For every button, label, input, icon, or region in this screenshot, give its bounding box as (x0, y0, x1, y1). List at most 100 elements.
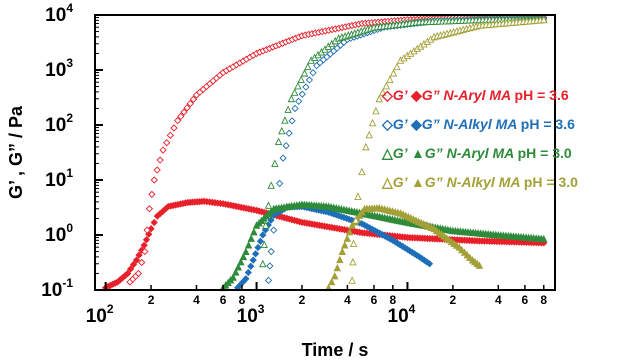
g-prime-point (309, 69, 317, 77)
g-prime-point (177, 112, 185, 121)
g-prime-point (259, 259, 267, 268)
g-prime-point (389, 69, 398, 77)
legend-item: ◇G’ ◆G” N-Alkyl MA pH = 3.6 (381, 116, 575, 132)
g-prime-point (270, 226, 278, 234)
series-layer (102, 13, 548, 292)
g-prime-point (386, 75, 394, 83)
g-prime-point (540, 15, 548, 24)
g-double-prime-point (231, 268, 240, 276)
g-prime-point (282, 142, 290, 150)
g-double-prime-point (250, 227, 258, 236)
g-double-prime-point (142, 236, 151, 244)
legend-item: ◇G’ ◆G” N-Aryl MA pH = 3.6 (381, 87, 569, 103)
x-minor-tick-label: 6 (522, 293, 529, 307)
g-prime-point (379, 88, 387, 96)
series-4 (324, 15, 548, 292)
g-prime-point (290, 88, 299, 96)
g-double-prime-point (147, 225, 155, 233)
g-double-prime-point (132, 256, 141, 264)
g-prime-point (368, 118, 377, 127)
g-prime-point (145, 205, 154, 213)
g-double-prime-point (331, 271, 339, 280)
g-double-prime-point (254, 243, 262, 252)
g-prime-point (302, 83, 310, 91)
g-prime-point (298, 90, 306, 98)
plot-frame (94, 14, 556, 291)
g-prime-point (174, 117, 182, 125)
g-prime-point (375, 94, 383, 103)
g-prime-point (305, 76, 314, 84)
legend: ◇G’ ◆G” N-Aryl MA pH = 3.6 ◇G’ ◆G” N-Alky… (381, 87, 578, 190)
g-prime-point (186, 99, 194, 108)
g-double-prime-point (247, 234, 255, 242)
g-double-prime-point (345, 227, 354, 236)
g-prime-point (267, 247, 275, 256)
g-prime-point (264, 276, 273, 284)
g-prime-point (365, 130, 373, 139)
g-double-prime-point (327, 277, 336, 286)
g-prime-point (274, 137, 283, 146)
g-prime-point (264, 201, 273, 209)
g-double-prime-point (333, 263, 342, 272)
y-tick-label: 101 (45, 166, 73, 191)
g-prime-point (134, 269, 143, 278)
g-double-prime-point (234, 263, 242, 271)
g-double-prime-point (343, 234, 351, 242)
g-prime-point (150, 176, 158, 184)
g-prime-point (260, 240, 268, 248)
y-axis-title: G’ , G” / Pa (6, 105, 26, 199)
x-minor-tick-label: 8 (540, 293, 547, 307)
g-prime-point (180, 108, 188, 116)
g-prime-point (183, 104, 191, 112)
g-prime-point (348, 276, 356, 284)
g-double-prime-point (242, 247, 250, 256)
g-prime-point (288, 117, 296, 125)
legend-item: △G’ ▲G” N-Alkyl MA pH = 3.0 (381, 174, 578, 190)
g-prime-point (163, 139, 171, 147)
g-double-prime-point (341, 240, 349, 249)
g-prime-point (166, 131, 174, 139)
g-prime-point (349, 239, 358, 247)
g-prime-point (281, 116, 289, 124)
g-double-prime-point (242, 275, 250, 283)
y-axis-ticks: 10-1 100 101 102 103 104 (41, 1, 103, 301)
g-double-prime-point (124, 269, 132, 278)
g-double-prime-point (256, 237, 265, 245)
g-prime-point (148, 190, 156, 199)
g-prime-point (156, 156, 164, 164)
g-double-prime-point (259, 231, 267, 239)
g-prime-point (141, 247, 149, 256)
g-prime-point (304, 62, 312, 71)
x-minor-tick-label: 2 (148, 293, 155, 307)
g-prime-point (358, 167, 366, 176)
x-axis-title: Time / s (302, 340, 369, 360)
g-double-prime-point (239, 252, 248, 261)
x-minor-tick-label: 8 (389, 293, 396, 307)
y-tick-label: 103 (45, 56, 73, 81)
g-prime-point (349, 257, 357, 266)
g-prime-point (372, 106, 380, 115)
y-tick-label: 100 (45, 221, 73, 246)
g-prime-point (261, 221, 270, 229)
g-prime-point (284, 105, 292, 113)
x-minor-tick-label: 2 (450, 293, 457, 307)
g-prime-point (267, 181, 275, 189)
g-prime-point (300, 69, 309, 77)
g-double-prime-point (150, 218, 158, 227)
g-double-prime-point (229, 273, 237, 281)
g-prime-point (295, 97, 303, 105)
x-minor-tick-label: 4 (495, 293, 502, 307)
x-minor-tick-label: 6 (220, 293, 227, 307)
x-minor-tick-label: 4 (344, 293, 351, 307)
g-prime-point (271, 159, 279, 167)
g-prime-point (362, 142, 370, 151)
g-prime-point (393, 62, 401, 71)
g-prime-point (354, 192, 362, 201)
g-prime-point (143, 226, 151, 234)
g-double-prime-point (247, 262, 255, 270)
g-prime-point (138, 258, 146, 267)
g-double-prime-point (237, 257, 245, 266)
g-prime-point (297, 75, 305, 83)
g-prime-point (189, 95, 197, 103)
